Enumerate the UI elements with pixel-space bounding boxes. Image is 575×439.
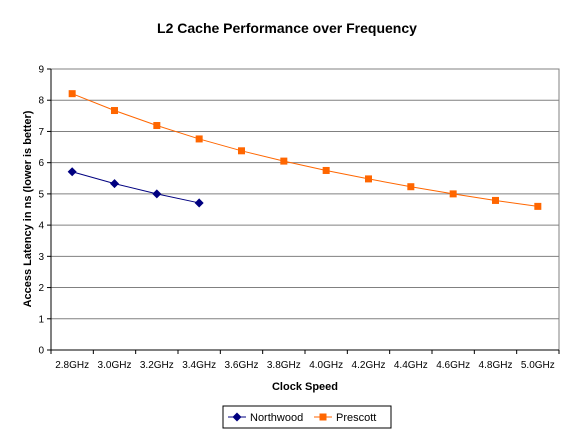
x-axis-label: Clock Speed [272, 381, 338, 393]
data-point [534, 202, 542, 210]
series-group [67, 90, 542, 210]
data-point [68, 90, 76, 98]
x-tick-label: 4.4GHz [394, 360, 428, 371]
data-point [152, 189, 162, 199]
y-tick-label: 6 [38, 158, 44, 169]
y-tick-label: 1 [38, 314, 44, 325]
legend-swatch-marker [319, 413, 327, 421]
y-tick-label: 3 [38, 252, 44, 263]
data-point [195, 135, 203, 143]
data-point [280, 157, 288, 165]
x-tick-label: 5.0GHz [521, 360, 555, 371]
legend-swatch-marker [232, 412, 242, 422]
y-tick-label: 5 [38, 189, 44, 200]
x-tick-label: 3.2GHz [140, 360, 174, 371]
x-tick-label: 3.6GHz [225, 360, 259, 371]
y-tick-label: 4 [38, 221, 44, 232]
data-point [67, 167, 77, 177]
series-northwood [67, 167, 204, 208]
series-line [72, 171, 200, 204]
y-tick-label: 7 [38, 127, 44, 138]
legend-label: Prescott [336, 412, 376, 424]
data-point [194, 198, 204, 208]
data-point [365, 175, 372, 183]
legend-item-northwood: Northwood [228, 412, 303, 424]
data-point [238, 147, 245, 155]
y-axis-ticks: 0 1 2 3 4 5 6 7 8 9 [38, 65, 52, 357]
data-point [449, 190, 457, 198]
x-tick-label: 4.8GHz [479, 360, 513, 371]
legend: Northwood Prescott [222, 405, 392, 429]
y-tick-label: 2 [38, 283, 44, 294]
data-point [109, 179, 120, 189]
legend-box [222, 405, 392, 429]
plot-area [50, 68, 560, 351]
legend-label: Northwood [250, 412, 303, 424]
data-point [153, 122, 161, 130]
data-point [111, 107, 118, 115]
data-point [322, 166, 330, 174]
chart-title: L2 Cache Performance over Frequency [157, 20, 417, 36]
legend-item-prescott: Prescott [314, 412, 376, 424]
x-tick-label: 4.6GHz [436, 360, 470, 371]
x-tick-label: 3.4GHz [182, 360, 216, 371]
y-tick-label: 0 [38, 346, 44, 357]
gridlines [51, 68, 559, 320]
x-tick-label: 4.0GHz [309, 360, 343, 371]
x-tick-label: 2.8GHz [55, 360, 89, 371]
y-tick-label: 9 [38, 65, 44, 76]
series-prescott [68, 90, 542, 210]
x-axis-ticks: 2.8GHz 3.0GHz 3.2GHz 3.4GHz 3.6GHz 3.8GHz 4.0G… [50, 349, 560, 371]
y-axis-label: Access Latency in ns (lower is better) [22, 110, 34, 307]
x-tick-label: 3.8GHz [267, 360, 301, 371]
data-point [492, 196, 499, 204]
series-line [71, 93, 538, 207]
data-point [407, 183, 415, 191]
x-tick-label: 4.2GHz [352, 360, 386, 371]
y-tick-label: 8 [38, 96, 44, 107]
x-tick-label: 3.0GHz [98, 360, 132, 371]
